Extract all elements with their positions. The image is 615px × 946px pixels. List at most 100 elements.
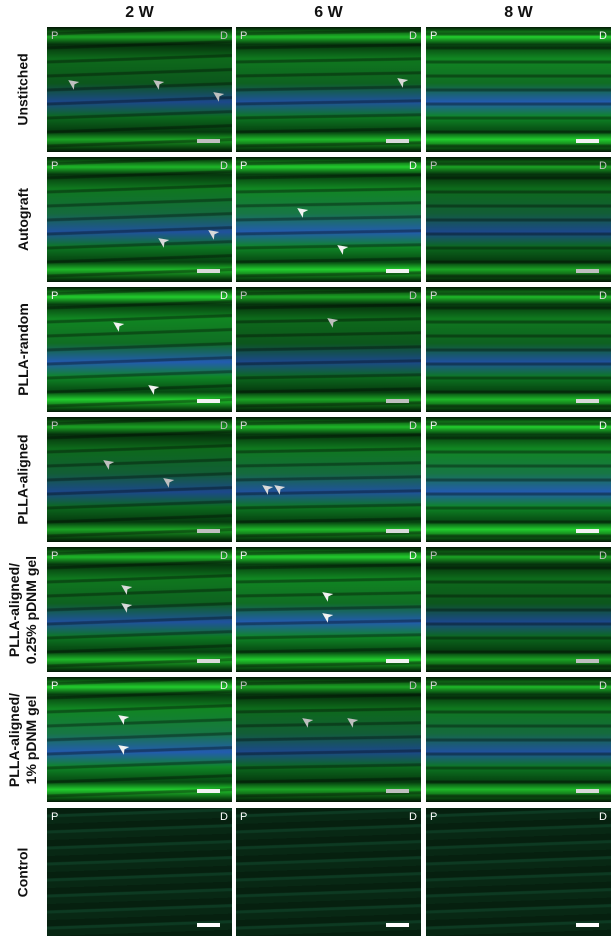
scale-bar xyxy=(576,529,599,533)
proximal-label: P xyxy=(240,550,248,562)
distal-label: D xyxy=(409,680,417,692)
arrowhead-icon: ➤ xyxy=(116,579,135,598)
row-label-text: PLLA-random xyxy=(14,303,31,396)
proximal-label: P xyxy=(430,30,438,42)
scale-bar xyxy=(576,139,599,143)
distal-label: D xyxy=(599,680,607,692)
scale-bar xyxy=(386,529,409,533)
distal-label: D xyxy=(599,811,607,823)
proximal-label: P xyxy=(240,30,248,42)
distal-label: D xyxy=(599,420,607,432)
arrowhead-icon: ➤ xyxy=(297,712,316,731)
row-label: PLLA-aligned/ 1% pDNM gel xyxy=(0,677,46,802)
micrograph-panel: P D ➤ ➤ xyxy=(47,677,232,802)
row-label-text: Autograft xyxy=(14,188,31,251)
scale-bar xyxy=(576,789,599,793)
column-header: 2 W xyxy=(125,4,154,21)
row-label-text: Control xyxy=(14,847,31,897)
row-label: PLLA-random xyxy=(0,287,46,412)
micrograph-panel: P D ➤ ➤ xyxy=(236,677,421,802)
distal-label: D xyxy=(220,811,228,823)
distal-label: D xyxy=(220,160,228,172)
arrowhead-icon: ➤ xyxy=(113,709,132,728)
scale-bar xyxy=(197,399,220,403)
arrowhead-icon: ➤ xyxy=(63,74,82,93)
row-label-text: Unstitched xyxy=(14,53,31,126)
row-label-text: PLLA-aligned/ 1% pDNM gel xyxy=(6,692,39,787)
arrowhead-icon: ➤ xyxy=(113,739,132,758)
arrowhead-icon: ➤ xyxy=(143,379,162,398)
scale-bar xyxy=(386,139,409,143)
scale-bar xyxy=(386,789,409,793)
distal-label: D xyxy=(599,290,607,302)
row-label: PLLA-aligned xyxy=(0,417,46,542)
row-label: PLLA-aligned/ 0.25% pDNM gel xyxy=(0,547,46,672)
proximal-label: P xyxy=(430,550,438,562)
distal-label: D xyxy=(220,30,228,42)
row-label: Unstitched xyxy=(0,27,46,152)
micrograph-panel: P D ➤ xyxy=(236,27,421,152)
column-header: 6 W xyxy=(314,4,343,21)
distal-label: D xyxy=(599,550,607,562)
proximal-label: P xyxy=(430,680,438,692)
scale-bar xyxy=(197,529,220,533)
scale-bar xyxy=(386,269,409,273)
proximal-label: P xyxy=(51,811,59,823)
arrowhead-icon: ➤ xyxy=(208,86,227,105)
scale-bar xyxy=(576,923,599,927)
distal-label: D xyxy=(409,811,417,823)
distal-label: D xyxy=(599,30,607,42)
distal-label: D xyxy=(220,420,228,432)
arrowhead-icon: ➤ xyxy=(98,454,117,473)
proximal-label: P xyxy=(430,160,438,172)
distal-label: D xyxy=(409,550,417,562)
micrograph-panel: P D ➤ ➤ xyxy=(47,157,232,282)
arrowhead-icon: ➤ xyxy=(342,712,361,731)
distal-label: D xyxy=(220,290,228,302)
row-label-text: PLLA-aligned/ 0.25% pDNM gel xyxy=(6,555,40,664)
arrowhead-icon: ➤ xyxy=(153,232,172,251)
distal-label: D xyxy=(220,550,228,562)
row-label: Control xyxy=(0,808,46,936)
micrograph-panel: P D ➤ ➤ xyxy=(47,417,232,542)
micrograph-panel: P D ➤ xyxy=(236,287,421,412)
micrograph-panel: P D ➤ ➤ xyxy=(236,547,421,672)
arrowhead-icon: ➤ xyxy=(392,72,411,91)
row-label-text: PLLA-aligned xyxy=(14,434,31,525)
arrowhead-icon: ➤ xyxy=(116,597,135,616)
scale-bar xyxy=(576,659,599,663)
proximal-label: P xyxy=(430,290,438,302)
distal-label: D xyxy=(409,420,417,432)
proximal-label: P xyxy=(51,550,59,562)
scale-bar xyxy=(197,139,220,143)
scale-bar xyxy=(197,789,220,793)
scale-bar xyxy=(197,659,220,663)
scale-bar xyxy=(386,399,409,403)
column-header: 8 W xyxy=(504,4,533,21)
proximal-label: P xyxy=(240,420,248,432)
arrowhead-icon: ➤ xyxy=(203,224,222,243)
arrowhead-icon: ➤ xyxy=(317,586,336,605)
arrowhead-icon: ➤ xyxy=(269,479,288,498)
proximal-label: P xyxy=(51,290,59,302)
proximal-label: P xyxy=(430,420,438,432)
arrowhead-icon: ➤ xyxy=(332,239,351,258)
arrowhead-icon: ➤ xyxy=(148,74,167,93)
scale-bar xyxy=(197,269,220,273)
proximal-label: P xyxy=(51,30,59,42)
micrograph-panel: P D ➤ ➤ xyxy=(236,417,421,542)
scale-bar xyxy=(386,923,409,927)
distal-label: D xyxy=(409,290,417,302)
proximal-label: P xyxy=(240,160,248,172)
row-label: Autograft xyxy=(0,157,46,282)
micrograph-panel: P D ➤ ➤ xyxy=(47,287,232,412)
distal-label: D xyxy=(409,30,417,42)
